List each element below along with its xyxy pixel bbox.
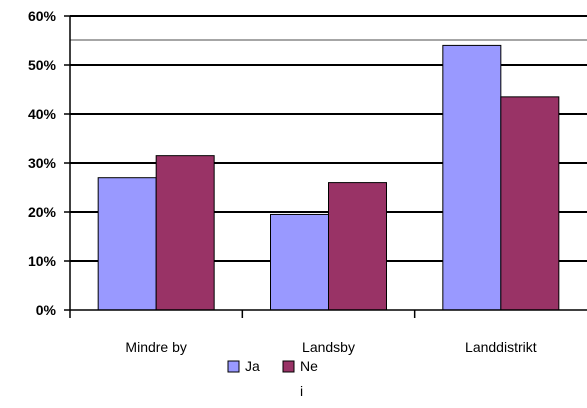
legend-swatch <box>282 360 295 373</box>
y-tick-label: 10% <box>28 253 57 269</box>
axis-labels: 0% 10% 20% 30% 40% 50% 60% Mindre by Landsby Land… <box>28 8 537 355</box>
y-tick-label: 30% <box>28 155 57 171</box>
bars <box>97 44 560 311</box>
bar-ne-0 <box>155 155 215 311</box>
y-tick-label: 0% <box>36 302 57 318</box>
y-tick-label: 20% <box>28 204 57 220</box>
bar-ne-1 <box>328 182 387 311</box>
legend-label: Ja <box>245 358 260 374</box>
y-tick-label: 60% <box>28 8 57 24</box>
y-tick-label: 50% <box>28 57 57 73</box>
bar-ja-1 <box>270 213 329 311</box>
axes <box>64 15 587 318</box>
x-category-label: Landsby <box>302 339 355 355</box>
legend: Ja Ne i <box>227 358 318 399</box>
bar-ne-2 <box>500 96 560 311</box>
x-category-label: Mindre by <box>125 339 186 355</box>
bar-ja-2 <box>442 44 502 311</box>
y-tick-label: 40% <box>28 106 57 122</box>
bar-ja-0 <box>97 177 157 311</box>
legend-label: Ne i <box>300 358 318 399</box>
legend-swatch <box>227 360 240 373</box>
x-category-label: Landdistrikt <box>465 339 537 355</box>
